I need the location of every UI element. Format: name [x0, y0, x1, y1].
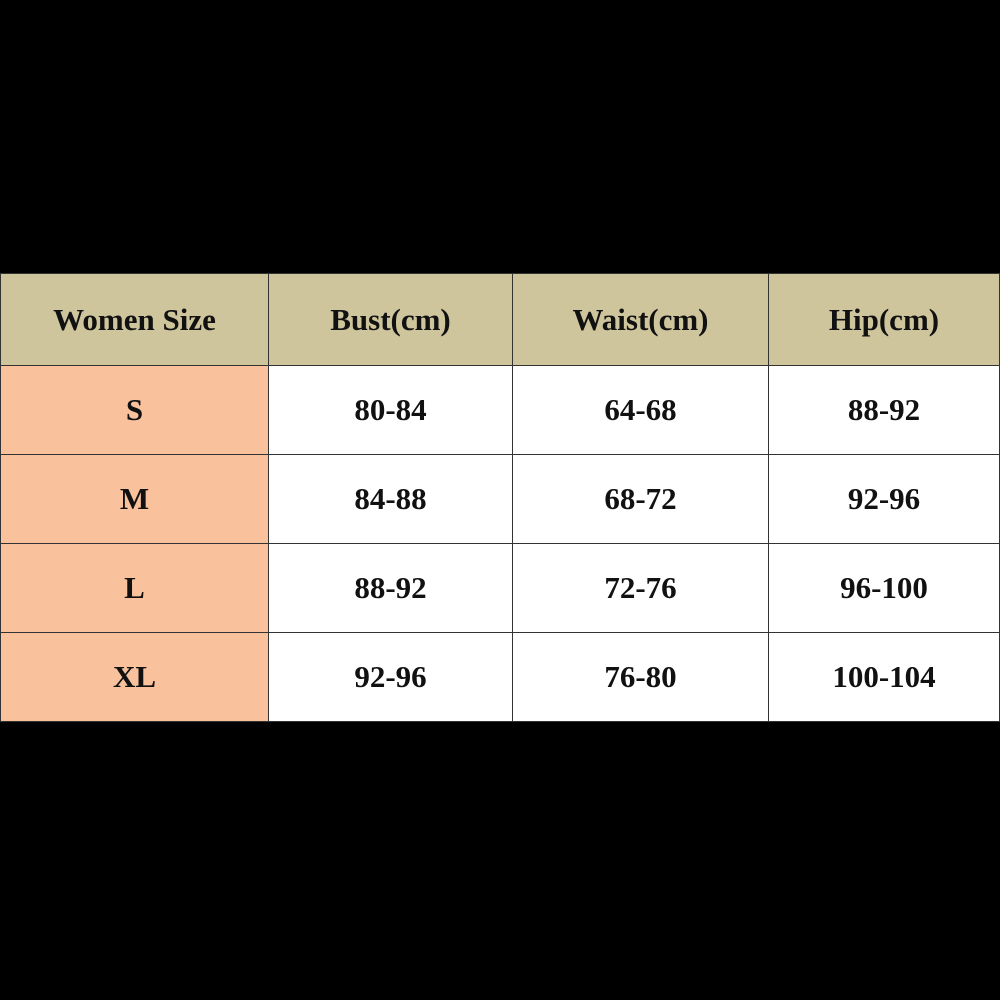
measure-cell: 64-68	[512, 365, 769, 455]
measure-cell: 68-72	[512, 454, 769, 544]
header-cell: Bust(cm)	[268, 273, 513, 366]
table-row: XL 92-96 76-80 100-104	[0, 632, 1000, 722]
header-cell: Hip(cm)	[768, 273, 1000, 366]
table-body: S 80-84 64-68 88-92 M 84-88 68-72 92-96 L 88-92 72…	[0, 365, 1000, 722]
measure-cell: 88-92	[768, 365, 1000, 455]
table-row: L 88-92 72-76 96-100	[0, 543, 1000, 633]
size-table: Women Size Bust(cm) Waist(cm) Hip(cm) S 80-8…	[0, 273, 1000, 722]
measure-cell: 72-76	[512, 543, 769, 633]
size-cell: XL	[0, 632, 269, 722]
measure-cell: 88-92	[268, 543, 513, 633]
measure-cell: 76-80	[512, 632, 769, 722]
measure-cell: 92-96	[268, 632, 513, 722]
measure-cell: 84-88	[268, 454, 513, 544]
measure-cell: 96-100	[768, 543, 1000, 633]
header-cell: Women Size	[0, 273, 269, 366]
measure-cell: 100-104	[768, 632, 1000, 722]
table-row: M 84-88 68-72 92-96	[0, 454, 1000, 544]
table-row: S 80-84 64-68 88-92	[0, 365, 1000, 455]
size-cell: S	[0, 365, 269, 455]
size-cell: L	[0, 543, 269, 633]
size-cell: M	[0, 454, 269, 544]
measure-cell: 80-84	[268, 365, 513, 455]
header-cell: Waist(cm)	[512, 273, 769, 366]
header-row: Women Size Bust(cm) Waist(cm) Hip(cm)	[0, 273, 1000, 366]
measure-cell: 92-96	[768, 454, 1000, 544]
